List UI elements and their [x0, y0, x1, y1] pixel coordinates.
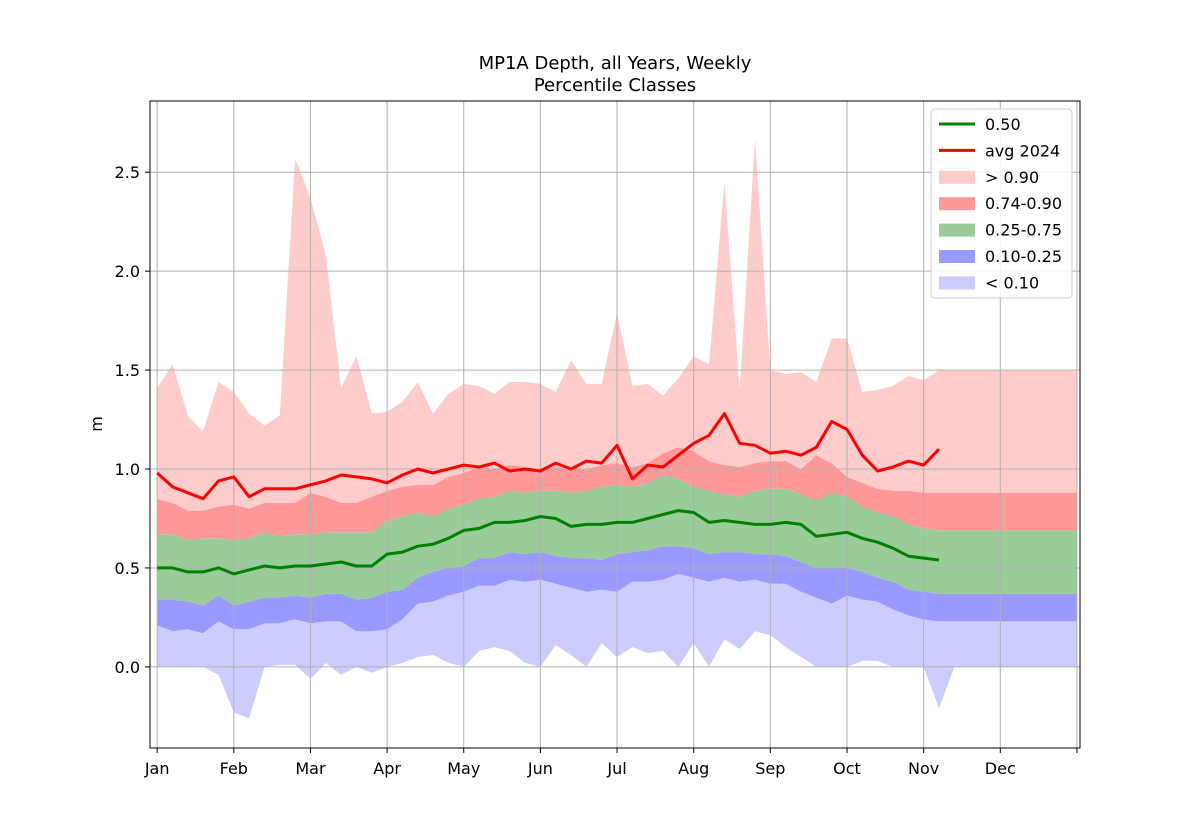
x-tick-label: Oct	[833, 759, 861, 778]
legend-label: 0.10-0.25	[985, 247, 1062, 266]
x-tick-label: Nov	[908, 759, 939, 778]
x-tick-label: Apr	[373, 759, 401, 778]
legend-label: 0.74-0.90	[985, 194, 1062, 213]
x-tick-label: Sep	[755, 759, 785, 778]
y-tick-label: 0.0	[115, 658, 140, 677]
x-tick-label: Jan	[144, 759, 170, 778]
y-tick-label: 1.5	[115, 361, 140, 380]
legend-label: > 0.90	[985, 168, 1039, 187]
plot-frame	[149, 100, 1081, 749]
legend-label: avg 2024	[985, 141, 1060, 160]
median-line	[157, 509, 940, 576]
avg-2024-line	[156, 412, 941, 501]
x-axis: Jan Feb Mar Apr May Jun Jul Aug Sep Oct Nov Dec	[144, 748, 1078, 778]
legend-swatch-patch	[939, 250, 975, 263]
x-tick-label: May	[447, 759, 480, 778]
legend-swatch-patch	[939, 197, 975, 211]
y-tick-label: 1.0	[115, 460, 140, 479]
legend-swatch-patch	[939, 223, 975, 237]
x-tick-label: Feb	[220, 759, 248, 778]
y-tick-label: 2.5	[115, 163, 140, 182]
series-lines	[156, 412, 941, 576]
y-axis-label: m	[87, 416, 106, 432]
x-tick-label: Dec	[985, 759, 1016, 778]
chart-title-line2: Percentile Classes	[534, 75, 696, 96]
y-axis: 0.0 0.5 1.0 1.5 2.0 2.5	[115, 163, 150, 677]
x-tick-label: Jun	[527, 759, 553, 778]
y-tick-label: 2.0	[115, 262, 140, 281]
grid-lines	[150, 101, 1080, 748]
chart-title-line1: MP1A Depth, all Years, Weekly	[479, 53, 752, 74]
x-tick-label: Aug	[678, 759, 709, 778]
y-tick-label: 0.5	[115, 559, 140, 578]
x-tick-label: Mar	[295, 759, 326, 778]
legend-label: < 0.10	[985, 273, 1039, 292]
x-tick-label: Jul	[606, 759, 626, 778]
legend-swatch-patch	[939, 276, 975, 290]
legend-swatch-patch	[939, 170, 975, 184]
legend: 0.50 avg 2024 > 0.90 0.74-0.90 0.25-0.75 0.10…	[930, 108, 1073, 299]
legend-label: 0.25-0.75	[985, 221, 1062, 240]
legend-label: 0.50	[985, 115, 1021, 134]
